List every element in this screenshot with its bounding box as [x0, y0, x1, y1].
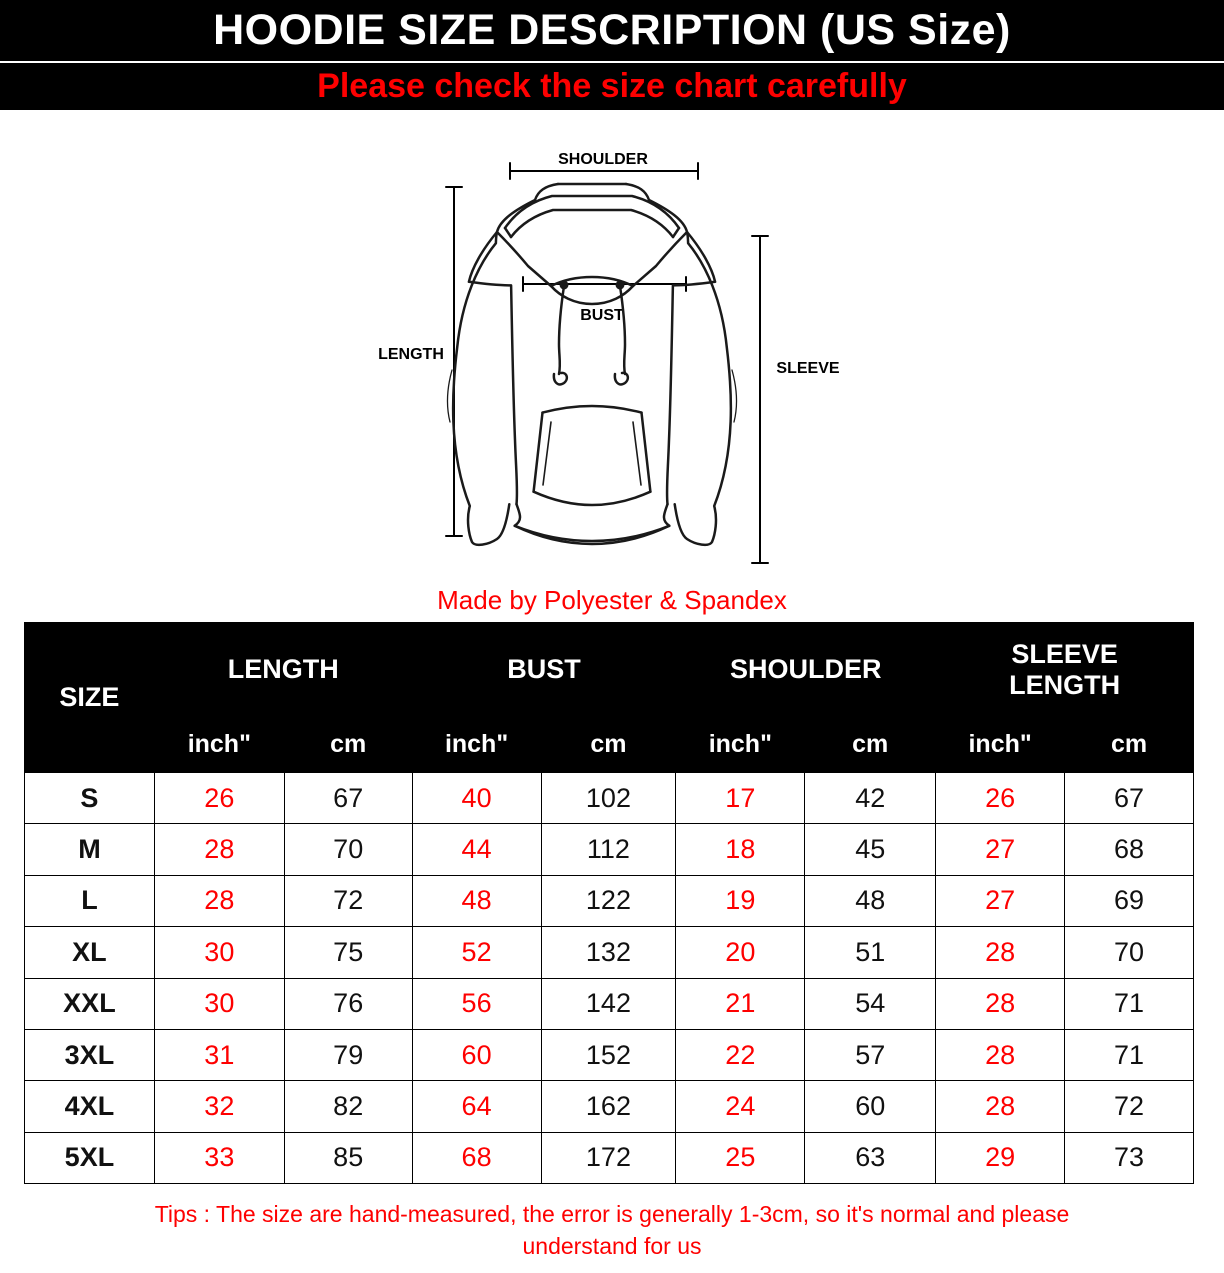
- svg-text:LENGTH: LENGTH: [378, 346, 444, 363]
- svg-text:SLEEVE: SLEEVE: [776, 360, 839, 377]
- svg-text:SHOULDER: SHOULDER: [558, 151, 648, 168]
- svg-text:BUST: BUST: [580, 307, 624, 324]
